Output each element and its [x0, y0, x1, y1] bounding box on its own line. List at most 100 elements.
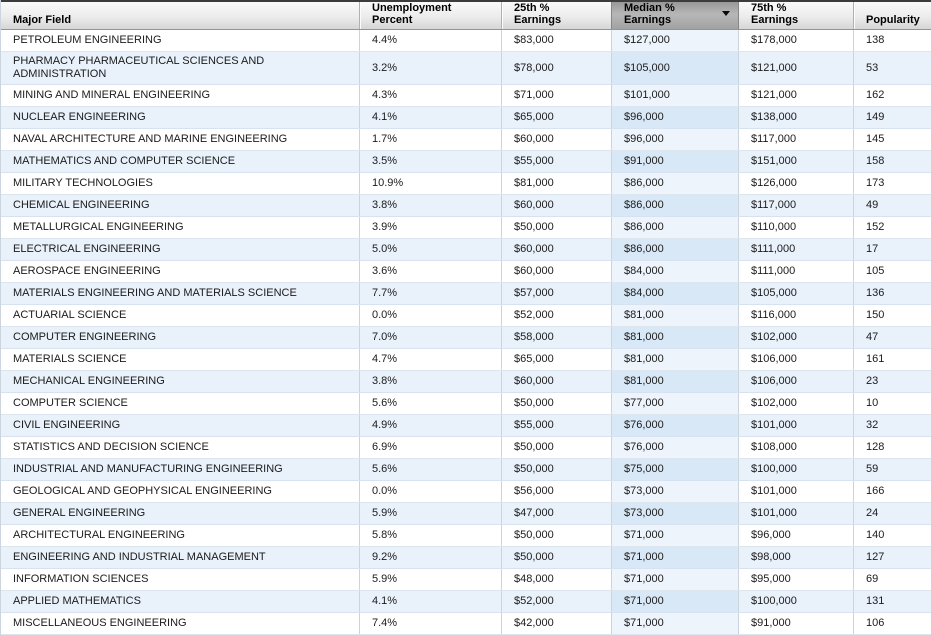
cell-median: $86,000	[611, 195, 738, 216]
cell-unemployment: 5.6%	[359, 459, 501, 480]
table-row[interactable]: MATERIALS SCIENCE 4.7% $65,000 $81,000 $106,…	[1, 349, 931, 371]
cell-unemployment: 4.3%	[359, 85, 501, 106]
cell-major: ACTUARIAL SCIENCE	[13, 309, 127, 321]
cell-popularity: 131	[853, 591, 931, 612]
column-header-25th-earnings[interactable]: 25th % Earnings	[501, 2, 611, 29]
table-row[interactable]: GENERAL ENGINEERING 5.9% $47,000 $73,000 $10…	[1, 503, 931, 525]
cell-p25: $60,000	[501, 261, 611, 282]
cell-unemployment: 5.8%	[359, 525, 501, 546]
column-header-75th-earnings[interactable]: 75th % Earnings	[738, 2, 853, 29]
cell-median: $86,000	[611, 217, 738, 238]
table-row[interactable]: COMPUTER SCIENCE 5.6% $50,000 $77,000 $102,0…	[1, 393, 931, 415]
table-row[interactable]: PETROLEUM ENGINEERING 4.4% $83,000 $127,000…	[1, 30, 931, 52]
table-row[interactable]: ENGINEERING AND INDUSTRIAL MANAGEMENT 9.2…	[1, 547, 931, 569]
table-row[interactable]: MILITARY TECHNOLOGIES 10.9% $81,000 $86,000…	[1, 173, 931, 195]
cell-major: AEROSPACE ENGINEERING	[13, 265, 161, 277]
column-header-label: Unemployment Percent	[372, 2, 452, 26]
cell-median: $71,000	[611, 613, 738, 634]
cell-p75: $91,000	[738, 613, 853, 634]
cell-p25: $50,000	[501, 547, 611, 568]
cell-popularity: 59	[853, 459, 931, 480]
cell-median: $73,000	[611, 481, 738, 502]
table-row[interactable]: MISCELLANEOUS ENGINEERING 7.4% $42,000 $71,…	[1, 613, 931, 635]
cell-p25: $60,000	[501, 371, 611, 392]
cell-major: METALLURGICAL ENGINEERING	[13, 221, 184, 233]
cell-p75: $117,000	[738, 195, 853, 216]
cell-p25: $60,000	[501, 195, 611, 216]
table-row[interactable]: MATHEMATICS AND COMPUTER SCIENCE 3.5% $55,…	[1, 151, 931, 173]
table-row[interactable]: GEOLOGICAL AND GEOPHYSICAL ENGINEERING 0.…	[1, 481, 931, 503]
table-row[interactable]: NUCLEAR ENGINEERING 4.1% $65,000 $96,000 $13…	[1, 107, 931, 129]
table-row[interactable]: COMPUTER ENGINEERING 7.0% $58,000 $81,000 $1…	[1, 327, 931, 349]
cell-p75: $101,000	[738, 481, 853, 502]
cell-median: $76,000	[611, 437, 738, 458]
cell-unemployment: 5.9%	[359, 503, 501, 524]
table-row[interactable]: ARCHITECTURAL ENGINEERING 5.8% $50,000 $71,…	[1, 525, 931, 547]
table-row[interactable]: AEROSPACE ENGINEERING 3.6% $60,000 $84,000 $…	[1, 261, 931, 283]
table-row[interactable]: MINING AND MINERAL ENGINEERING 4.3% $71,00…	[1, 85, 931, 107]
column-header-median-earnings-sorted[interactable]: Median % Earnings	[611, 2, 738, 29]
cell-unemployment: 7.7%	[359, 283, 501, 304]
cell-unemployment: 0.0%	[359, 481, 501, 502]
cell-unemployment: 4.1%	[359, 107, 501, 128]
cell-p75: $111,000	[738, 261, 853, 282]
cell-median: $71,000	[611, 591, 738, 612]
cell-p75: $106,000	[738, 349, 853, 370]
cell-unemployment: 4.7%	[359, 349, 501, 370]
column-header-unemployment-percent[interactable]: Unemployment Percent	[359, 2, 501, 29]
table-row[interactable]: MECHANICAL ENGINEERING 3.8% $60,000 $81,000…	[1, 371, 931, 393]
cell-p75: $101,000	[738, 503, 853, 524]
table-body: PETROLEUM ENGINEERING 4.4% $83,000 $127,000…	[1, 30, 931, 635]
cell-popularity: 106	[853, 613, 931, 634]
table-row[interactable]: MATERIALS ENGINEERING AND MATERIALS SCIE…	[1, 283, 931, 305]
cell-unemployment: 3.2%	[359, 52, 501, 84]
table-row[interactable]: NAVAL ARCHITECTURE AND MARINE ENGINEERIN…	[1, 129, 931, 151]
cell-major: CHEMICAL ENGINEERING	[13, 199, 150, 211]
cell-unemployment: 7.0%	[359, 327, 501, 348]
table-row[interactable]: STATISTICS AND DECISION SCIENCE 6.9% $50,0…	[1, 437, 931, 459]
cell-popularity: 17	[853, 239, 931, 260]
table-row[interactable]: METALLURGICAL ENGINEERING 3.9% $50,000 $86,…	[1, 217, 931, 239]
cell-major: MATERIALS SCIENCE	[13, 353, 127, 365]
cell-p25: $83,000	[501, 30, 611, 51]
cell-unemployment: 4.9%	[359, 415, 501, 436]
cell-popularity: 32	[853, 415, 931, 436]
cell-unemployment: 6.9%	[359, 437, 501, 458]
cell-major: MISCELLANEOUS ENGINEERING	[13, 617, 187, 629]
cell-p75: $100,000	[738, 591, 853, 612]
cell-major: INFORMATION SCIENCES	[13, 573, 149, 585]
cell-median: $71,000	[611, 569, 738, 590]
cell-p25: $55,000	[501, 415, 611, 436]
cell-unemployment: 4.1%	[359, 591, 501, 612]
cell-median: $71,000	[611, 525, 738, 546]
table-row[interactable]: ACTUARIAL SCIENCE 0.0% $52,000 $81,000 $116,…	[1, 305, 931, 327]
column-header-label: 75th % Earnings	[751, 2, 799, 26]
table-row[interactable]: INDUSTRIAL AND MANUFACTURING ENGINEERING…	[1, 459, 931, 481]
cell-popularity: 128	[853, 437, 931, 458]
table-row[interactable]: ELECTRICAL ENGINEERING 5.0% $60,000 $86,000…	[1, 239, 931, 261]
table-row[interactable]: CIVIL ENGINEERING 4.9% $55,000 $76,000 $101,…	[1, 415, 931, 437]
table-row[interactable]: APPLIED MATHEMATICS 4.1% $52,000 $71,000 $10…	[1, 591, 931, 613]
cell-major: NUCLEAR ENGINEERING	[13, 111, 146, 123]
cell-major: CIVIL ENGINEERING	[13, 419, 121, 431]
cell-median: $105,000	[611, 52, 738, 84]
cell-major: GENERAL ENGINEERING	[13, 507, 146, 519]
table-row[interactable]: INFORMATION SCIENCES 5.9% $48,000 $71,000 $9…	[1, 569, 931, 591]
table-row[interactable]: CHEMICAL ENGINEERING 3.8% $60,000 $86,000 $1…	[1, 195, 931, 217]
column-header-major-field[interactable]: Major Field	[1, 2, 359, 29]
cell-p25: $60,000	[501, 239, 611, 260]
cell-median: $75,000	[611, 459, 738, 480]
cell-p25: $50,000	[501, 459, 611, 480]
cell-p75: $121,000	[738, 85, 853, 106]
column-header-popularity[interactable]: Popularity	[853, 2, 931, 29]
table-row[interactable]: PHARMACY PHARMACEUTICAL SCIENCES AND ADM…	[1, 52, 931, 85]
column-header-label: Major Field	[13, 14, 72, 26]
cell-popularity: 166	[853, 481, 931, 502]
cell-p25: $65,000	[501, 349, 611, 370]
cell-p25: $50,000	[501, 217, 611, 238]
cell-p25: $52,000	[501, 591, 611, 612]
cell-p25: $55,000	[501, 151, 611, 172]
cell-p75: $138,000	[738, 107, 853, 128]
cell-popularity: 138	[853, 30, 931, 51]
cell-major: GEOLOGICAL AND GEOPHYSICAL ENGINEERING	[13, 485, 272, 497]
